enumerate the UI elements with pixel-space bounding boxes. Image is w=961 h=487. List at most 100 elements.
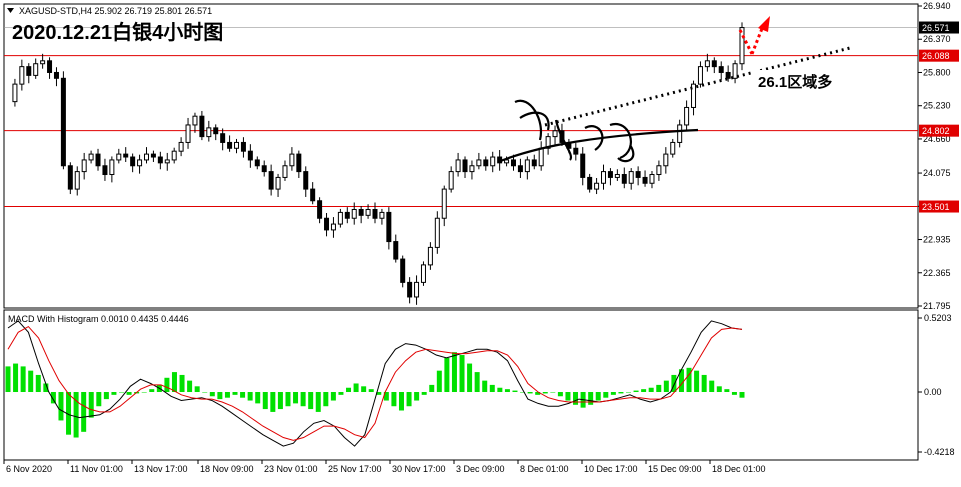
- macd-histogram-bar: [694, 370, 700, 393]
- candle-up: [420, 264, 426, 283]
- candle-down: [220, 133, 226, 143]
- macd-histogram-bar: [164, 377, 170, 393]
- candle-up: [330, 223, 336, 231]
- x-tick-label: 11 Nov 01:00: [70, 464, 123, 474]
- candle-down: [400, 258, 406, 283]
- macd-histogram-bar: [625, 392, 631, 393]
- candle-down: [607, 171, 613, 178]
- macd-histogram-bar: [338, 392, 344, 395]
- macd-histogram-bar: [315, 392, 321, 412]
- candle-down: [227, 141, 233, 149]
- macd-histogram-bar: [709, 380, 715, 393]
- macd-histogram-bar: [35, 374, 41, 393]
- candle-up: [178, 141, 184, 152]
- macd-histogram-bar: [504, 389, 510, 393]
- y-tick-label: 25.230: [923, 101, 951, 111]
- candle-down: [199, 115, 205, 138]
- candle-up: [490, 156, 496, 167]
- candle-up: [234, 141, 240, 149]
- candle-up: [414, 281, 420, 298]
- macd-histogram-bar: [58, 392, 64, 421]
- candle-down: [344, 211, 350, 219]
- candle-down: [621, 174, 627, 184]
- level-tag-bg: [919, 200, 959, 213]
- candle-up: [164, 159, 170, 164]
- current-price-bg: [919, 21, 959, 34]
- macd-histogram-bar: [202, 392, 208, 393]
- candle-down: [130, 156, 136, 167]
- macd-histogram-bar: [421, 392, 427, 395]
- level-tag-bg: [919, 49, 959, 62]
- macd-histogram-bar: [588, 392, 594, 405]
- candle-up: [143, 153, 149, 161]
- candle-down: [296, 153, 302, 173]
- price-pane: [3, 3, 919, 309]
- candle-down: [26, 66, 32, 76]
- candle-up: [289, 153, 295, 167]
- candle-up: [137, 159, 143, 167]
- x-tick-label: 18 Nov 09:00: [200, 464, 254, 474]
- macd-histogram-bar: [595, 392, 601, 401]
- macd-histogram-bar: [497, 387, 503, 393]
- macd-histogram-bar: [81, 392, 87, 432]
- macd-histogram-bar: [535, 392, 541, 395]
- macd-histogram-bar: [149, 389, 155, 393]
- macd-histogram-bar: [28, 370, 34, 393]
- macd-histogram-bar: [406, 392, 412, 407]
- candle-down: [725, 71, 731, 79]
- candle-up: [469, 165, 475, 173]
- candle-up: [732, 63, 738, 79]
- level-tag-label: 24.802: [922, 126, 950, 136]
- x-tick-label: 30 Nov 17:00: [392, 464, 446, 474]
- candle-down: [317, 200, 323, 219]
- macd-histogram-bar: [603, 392, 609, 398]
- zone-label-bg: [752, 70, 847, 92]
- candle-up: [109, 159, 115, 176]
- candle-down: [240, 141, 246, 152]
- candle-down: [587, 176, 593, 190]
- candle-down: [635, 171, 641, 178]
- candle-up: [677, 124, 683, 143]
- candle-up: [33, 63, 39, 76]
- level-tag-label: 26.088: [922, 51, 950, 61]
- macd-histogram-bar: [103, 392, 109, 400]
- y-tick-label: 26.370: [923, 34, 951, 44]
- candle-up: [351, 208, 357, 219]
- macd-histogram-bar: [179, 374, 185, 393]
- macd-histogram-bar: [436, 370, 442, 393]
- candle-up: [206, 127, 212, 138]
- candle-down: [268, 171, 274, 190]
- macd-line: [7, 320, 743, 447]
- candle-up: [171, 150, 177, 161]
- candle-down: [261, 165, 267, 173]
- candle-down: [718, 66, 724, 73]
- candle-up: [663, 153, 669, 167]
- chevron-down-icon[interactable]: [7, 8, 14, 13]
- macd-histogram-bar: [618, 392, 624, 394]
- macd-histogram-bar: [633, 390, 639, 393]
- macd-histogram-bar: [739, 392, 745, 398]
- y-tick-label: 21.795: [923, 301, 951, 311]
- macd-histogram-bar: [20, 366, 26, 393]
- candle-up: [538, 147, 544, 167]
- macd-histogram-bar: [96, 392, 102, 407]
- macd-histogram-bar: [656, 384, 662, 393]
- candle-up: [185, 124, 191, 143]
- candle-down: [303, 171, 309, 190]
- candle-down: [573, 147, 579, 155]
- candle-down: [462, 159, 468, 173]
- x-tick-label: 10 Dec 17:00: [584, 464, 638, 474]
- macd-histogram-bar: [671, 374, 677, 393]
- macd-histogram-bar: [641, 389, 647, 393]
- candle-up: [40, 60, 46, 65]
- macd-histogram-bar: [50, 392, 56, 404]
- y-tick-label: 24.075: [923, 168, 951, 178]
- candle-up: [504, 159, 510, 164]
- candle-down: [358, 208, 364, 216]
- macd-tick-label: 0.5203: [924, 313, 952, 323]
- candle-down: [157, 156, 163, 164]
- down-arrow-line: [738, 29, 754, 55]
- candle-up: [649, 174, 655, 184]
